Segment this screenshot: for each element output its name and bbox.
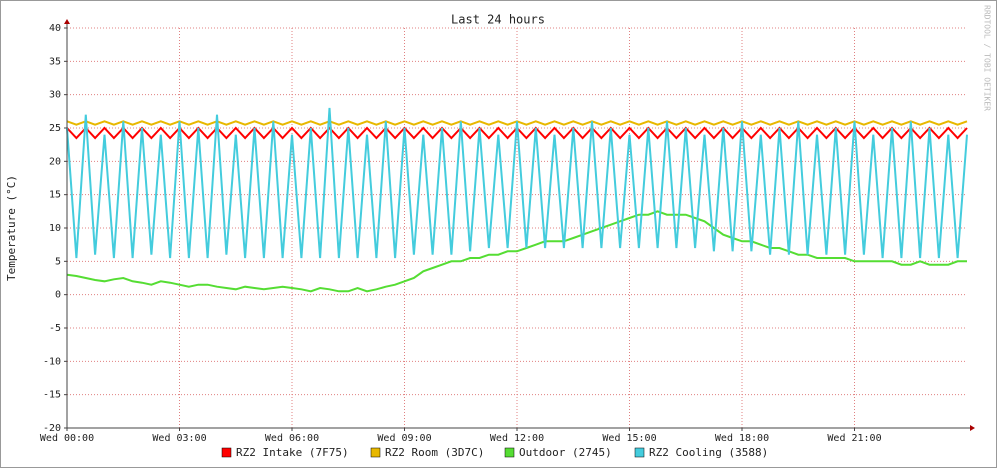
legend-swatch xyxy=(634,447,645,458)
legend-label: Outdoor (2745) xyxy=(519,446,612,459)
x-tick-label: Wed 03:00 xyxy=(152,433,206,444)
y-tick-label: -10 xyxy=(43,356,61,367)
y-tick-label: -15 xyxy=(43,390,61,401)
x-tick-label: Wed 09:00 xyxy=(377,433,431,444)
legend-label: RZ2 Room (3D7C) xyxy=(385,446,484,459)
y-tick-label: 10 xyxy=(49,223,61,234)
legend-label: RZ2 Intake (7F75) xyxy=(236,446,349,459)
x-tick-label: Wed 12:00 xyxy=(490,433,544,444)
watermark: RRDTOOL / TOBI OETIKER xyxy=(983,5,992,111)
y-tick-label: 35 xyxy=(49,56,61,67)
x-tick-label: Wed 00:00 xyxy=(40,433,94,444)
x-tick-label: Wed 21:00 xyxy=(827,433,881,444)
y-tick-label: 15 xyxy=(49,190,61,201)
x-tick-label: Wed 15:00 xyxy=(602,433,656,444)
y-arrow xyxy=(64,19,70,24)
x-tick-label: Wed 18:00 xyxy=(715,433,769,444)
y-tick-label: -20 xyxy=(43,423,61,434)
series-line xyxy=(66,107,968,259)
legend-label: RZ2 Cooling (3588) xyxy=(649,446,768,459)
y-tick-label: 5 xyxy=(55,256,61,267)
y-tick-label: 40 xyxy=(49,23,61,34)
y-tick-label: 20 xyxy=(49,156,61,167)
x-arrow xyxy=(970,425,975,431)
legend: RZ2 Intake (7F75) RZ2 Room (3D7C) Outdoor … xyxy=(221,446,768,459)
y-tick-label: 30 xyxy=(49,90,61,101)
y-tick-label: 25 xyxy=(49,123,61,134)
plot xyxy=(66,107,968,293)
legend-swatch xyxy=(370,447,381,458)
y-tick-label: -5 xyxy=(49,323,61,334)
legend-swatch xyxy=(504,447,515,458)
y-tick-label: 0 xyxy=(55,290,61,301)
legend-swatch xyxy=(221,447,232,458)
y-axis-label: Temperature (°C) xyxy=(5,175,18,281)
x-tick-label: Wed 06:00 xyxy=(265,433,319,444)
series-line xyxy=(66,210,967,293)
chart-title: Last 24 hours xyxy=(451,13,545,27)
